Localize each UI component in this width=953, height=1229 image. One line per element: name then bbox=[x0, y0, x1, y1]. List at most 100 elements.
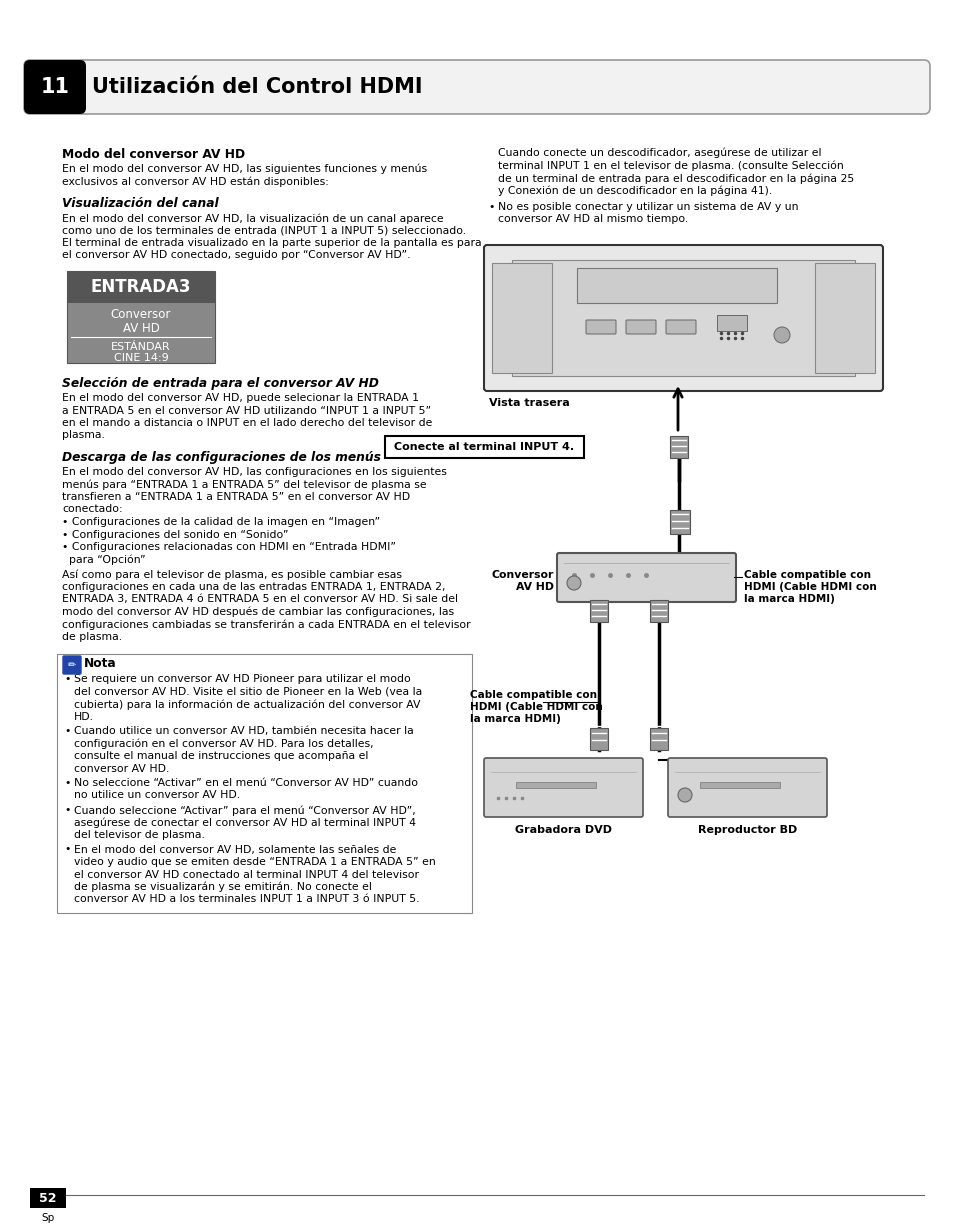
Bar bbox=[669, 436, 687, 458]
Text: Sp: Sp bbox=[41, 1213, 54, 1223]
Text: plasma.: plasma. bbox=[62, 430, 105, 440]
Text: video y audio que se emiten desde “ENTRADA 1 a ENTRADA 5” en: video y audio que se emiten desde “ENTRA… bbox=[74, 857, 436, 866]
Text: HDMI (Cable HDMI con: HDMI (Cable HDMI con bbox=[743, 583, 876, 592]
FancyBboxPatch shape bbox=[63, 656, 81, 673]
Bar bbox=[516, 782, 596, 788]
Bar bbox=[512, 261, 854, 376]
Text: 11: 11 bbox=[40, 77, 70, 97]
Text: Nota: Nota bbox=[84, 658, 116, 670]
Text: ENTRADA 3, ENTRADA 4 ó ENTRADA 5 en el conversor AV HD. Si sale del: ENTRADA 3, ENTRADA 4 ó ENTRADA 5 en el c… bbox=[62, 594, 457, 603]
Text: •: • bbox=[64, 726, 71, 736]
Text: Conecte al terminal INPUT 4.: Conecte al terminal INPUT 4. bbox=[394, 442, 574, 452]
Text: Cuando conecte un descodificador, asegúrese de utilizar el: Cuando conecte un descodificador, asegúr… bbox=[497, 147, 821, 159]
Text: • Configuraciones del sonido en “Sonido”: • Configuraciones del sonido en “Sonido” bbox=[62, 530, 288, 540]
Text: de plasma se visualizarán y se emitirán. No conecte el: de plasma se visualizarán y se emitirán.… bbox=[74, 882, 372, 892]
Text: No es posible conectar y utilizar un sistema de AV y un: No es posible conectar y utilizar un sis… bbox=[497, 202, 798, 211]
Text: Reproductor BD: Reproductor BD bbox=[698, 825, 797, 834]
Bar bbox=[30, 1188, 66, 1208]
Bar bbox=[717, 315, 746, 331]
Bar bbox=[649, 728, 667, 750]
FancyBboxPatch shape bbox=[24, 60, 86, 114]
Bar bbox=[589, 600, 607, 622]
Text: • Configuraciones relacionadas con HDMI en “Entrada HDMI”: • Configuraciones relacionadas con HDMI … bbox=[62, 542, 395, 552]
FancyBboxPatch shape bbox=[665, 320, 696, 334]
Text: conversor AV HD a los terminales INPUT 1 a INPUT 3 ó INPUT 5.: conversor AV HD a los terminales INPUT 1… bbox=[74, 895, 419, 905]
FancyBboxPatch shape bbox=[585, 320, 616, 334]
Text: conectado:: conectado: bbox=[62, 504, 123, 515]
Text: como uno de los terminales de entrada (INPUT 1 a INPUT 5) seleccionado.: como uno de los terminales de entrada (I… bbox=[62, 225, 466, 236]
Text: el conversor AV HD conectado, seguido por “Conversor AV HD”.: el conversor AV HD conectado, seguido po… bbox=[62, 251, 410, 261]
Text: conversor AV HD.: conversor AV HD. bbox=[74, 763, 170, 773]
Text: En el modo del conversor AV HD, la visualización de un canal aparece: En el modo del conversor AV HD, la visua… bbox=[62, 213, 443, 224]
Circle shape bbox=[678, 788, 691, 803]
Text: Se requiere un conversor AV HD Pioneer para utilizar el modo: Se requiere un conversor AV HD Pioneer p… bbox=[74, 673, 411, 685]
Text: •: • bbox=[488, 202, 494, 211]
Text: del televisor de plasma.: del televisor de plasma. bbox=[74, 830, 205, 839]
Text: ✏: ✏ bbox=[68, 660, 76, 670]
Text: ENTRADA3: ENTRADA3 bbox=[91, 278, 191, 296]
Text: exclusivos al conversor AV HD están disponibles:: exclusivos al conversor AV HD están disp… bbox=[62, 177, 329, 187]
FancyBboxPatch shape bbox=[483, 245, 882, 391]
FancyBboxPatch shape bbox=[667, 758, 826, 817]
Bar bbox=[814, 263, 874, 372]
Text: de plasma.: de plasma. bbox=[62, 632, 122, 642]
Text: En el modo del conversor AV HD, las siguientes funciones y menús: En el modo del conversor AV HD, las sigu… bbox=[62, 163, 427, 175]
Text: Cable compatible con: Cable compatible con bbox=[743, 570, 870, 580]
FancyBboxPatch shape bbox=[625, 320, 656, 334]
Text: •: • bbox=[64, 844, 71, 854]
Text: En el modo del conversor AV HD, puede selecionar la ENTRADA 1: En el modo del conversor AV HD, puede se… bbox=[62, 393, 418, 403]
Text: Utilización del Control HDMI: Utilización del Control HDMI bbox=[91, 77, 422, 97]
FancyBboxPatch shape bbox=[24, 60, 929, 114]
Text: Conversor: Conversor bbox=[111, 308, 171, 322]
Text: del conversor AV HD. Visite el sitio de Pioneer en la Web (vea la: del conversor AV HD. Visite el sitio de … bbox=[74, 687, 422, 697]
Bar bbox=[57, 654, 472, 913]
Bar bbox=[669, 510, 689, 533]
Text: menús para “ENTRADA 1 a ENTRADA 5” del televisor de plasma se: menús para “ENTRADA 1 a ENTRADA 5” del t… bbox=[62, 479, 426, 490]
Text: Cable compatible con: Cable compatible con bbox=[470, 689, 597, 701]
Text: El terminal de entrada visualizado en la parte superior de la pantalla es para: El terminal de entrada visualizado en la… bbox=[62, 238, 481, 248]
Bar bbox=[30, 66, 80, 108]
Bar bbox=[577, 268, 776, 304]
Text: consulte el manual de instrucciones que acompaña el: consulte el manual de instrucciones que … bbox=[74, 751, 368, 761]
Text: HDMI (Cable HDMI con: HDMI (Cable HDMI con bbox=[470, 702, 602, 712]
Text: •: • bbox=[64, 778, 71, 788]
Text: transfieren a “ENTRADA 1 a ENTRADA 5” en el conversor AV HD: transfieren a “ENTRADA 1 a ENTRADA 5” en… bbox=[62, 492, 410, 501]
Text: Descarga de las configuraciones de los menús: Descarga de las configuraciones de los m… bbox=[62, 451, 380, 465]
Text: CINE 14:9: CINE 14:9 bbox=[113, 353, 168, 363]
Circle shape bbox=[566, 576, 580, 590]
Text: 52: 52 bbox=[39, 1191, 56, 1204]
Text: •: • bbox=[64, 805, 71, 815]
Text: configuraciones cambiadas se transferirán a cada ENTRADA en el televisor: configuraciones cambiadas se transferirá… bbox=[62, 619, 470, 629]
Text: el conversor AV HD conectado al terminal INPUT 4 del televisor: el conversor AV HD conectado al terminal… bbox=[74, 869, 418, 880]
Text: para “Opción”: para “Opción” bbox=[62, 554, 146, 565]
Text: Modo del conversor AV HD: Modo del conversor AV HD bbox=[62, 147, 245, 161]
Text: Cuando seleccione “Activar” para el menú “Conversor AV HD”,: Cuando seleccione “Activar” para el menú… bbox=[74, 805, 416, 816]
Text: terminal INPUT 1 en el televisor de plasma. (consulte Selección: terminal INPUT 1 en el televisor de plas… bbox=[497, 161, 842, 171]
Text: a ENTRADA 5 en el conversor AV HD utilizando “INPUT 1 a INPUT 5”: a ENTRADA 5 en el conversor AV HD utiliz… bbox=[62, 406, 431, 415]
Bar bbox=[67, 272, 214, 363]
Text: En el modo del conversor AV HD, las configuraciones en los siguientes: En el modo del conversor AV HD, las conf… bbox=[62, 467, 446, 477]
Text: Vista trasera: Vista trasera bbox=[489, 398, 569, 408]
FancyBboxPatch shape bbox=[557, 553, 735, 602]
Text: de un terminal de entrada para el descodificador en la página 25: de un terminal de entrada para el descod… bbox=[497, 173, 853, 183]
Text: No seleccione “Activar” en el menú “Conversor AV HD” cuando: No seleccione “Activar” en el menú “Conv… bbox=[74, 778, 417, 788]
Text: la marca HDMI): la marca HDMI) bbox=[470, 714, 560, 724]
Text: • Configuraciones de la calidad de la imagen en “Imagen”: • Configuraciones de la calidad de la im… bbox=[62, 517, 379, 527]
Text: en el mando a distancia o INPUT en el lado derecho del televisor de: en el mando a distancia o INPUT en el la… bbox=[62, 418, 432, 428]
Text: no utilice un conversor AV HD.: no utilice un conversor AV HD. bbox=[74, 790, 240, 800]
Circle shape bbox=[773, 327, 789, 343]
Text: •: • bbox=[64, 673, 71, 685]
Text: Conversor: Conversor bbox=[491, 570, 554, 580]
Text: Selección de entrada para el conversor AV HD: Selección de entrada para el conversor A… bbox=[62, 377, 378, 390]
Text: En el modo del conversor AV HD, solamente las señales de: En el modo del conversor AV HD, solament… bbox=[74, 844, 395, 854]
FancyBboxPatch shape bbox=[385, 436, 583, 458]
Text: Cuando utilice un conversor AV HD, también necesita hacer la: Cuando utilice un conversor AV HD, tambi… bbox=[74, 726, 414, 736]
Bar bbox=[589, 728, 607, 750]
Bar bbox=[492, 263, 552, 372]
Text: conversor AV HD al mismo tiempo.: conversor AV HD al mismo tiempo. bbox=[497, 215, 687, 225]
Text: Visualización del canal: Visualización del canal bbox=[62, 197, 218, 210]
Text: y Conexión de un descodificador en la página 41).: y Conexión de un descodificador en la pá… bbox=[497, 186, 771, 195]
Bar bbox=[700, 782, 780, 788]
Text: cubierta) para la información de actualización del conversor AV: cubierta) para la información de actuali… bbox=[74, 699, 420, 709]
Text: Así como para el televisor de plasma, es posible cambiar esas: Así como para el televisor de plasma, es… bbox=[62, 569, 401, 580]
